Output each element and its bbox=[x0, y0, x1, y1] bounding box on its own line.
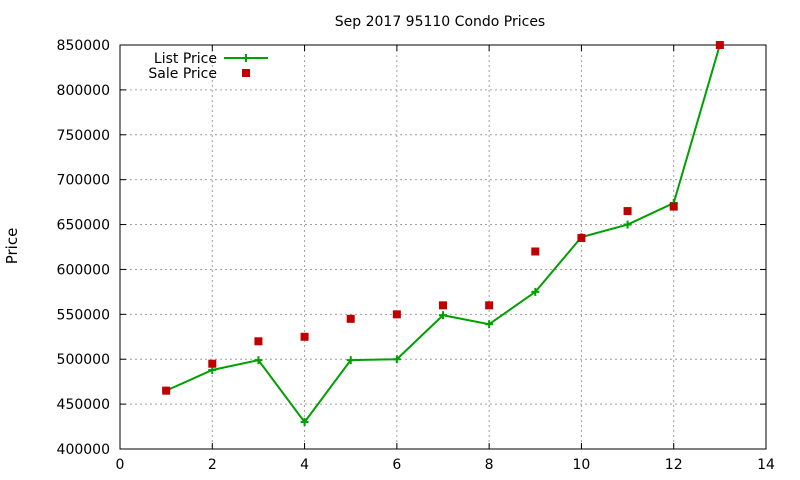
list-price-point bbox=[439, 311, 447, 320]
grid bbox=[120, 45, 766, 449]
x-tick-label: 14 bbox=[757, 457, 775, 473]
y-tick-label: 750000 bbox=[57, 128, 110, 144]
list-price-point bbox=[254, 356, 263, 365]
legend-label: List Price bbox=[154, 51, 217, 67]
sale-price-point bbox=[208, 359, 217, 368]
list-price-point bbox=[531, 287, 540, 296]
y-tick-label: 650000 bbox=[57, 218, 110, 234]
sale-price-point bbox=[346, 314, 355, 323]
sale-price-point bbox=[439, 301, 447, 310]
sale-price-point bbox=[577, 234, 586, 243]
list-price-line bbox=[165, 44, 721, 424]
sale-price-point bbox=[485, 301, 494, 310]
y-tick-label: 600000 bbox=[57, 262, 110, 278]
sale-price-point bbox=[669, 202, 678, 211]
y-axis-label: Price bbox=[3, 228, 21, 265]
y-tick-label: 550000 bbox=[57, 307, 110, 323]
y-tick-label: 850000 bbox=[57, 38, 110, 54]
chart-title: Sep 2017 95110 Condo Prices bbox=[335, 14, 545, 30]
legend-marker bbox=[242, 54, 250, 62]
y-tick-label: 800000 bbox=[57, 83, 110, 99]
sale-price-point bbox=[300, 332, 309, 341]
list-price-point bbox=[485, 320, 494, 329]
x-tick-label: 0 bbox=[116, 457, 125, 473]
x-tick-label: 8 bbox=[485, 457, 494, 473]
list-price-point bbox=[392, 355, 401, 364]
sale-price-point bbox=[392, 310, 401, 319]
y-tick-label: 400000 bbox=[57, 442, 110, 458]
sale-price-point bbox=[623, 207, 632, 216]
sale-price-point bbox=[162, 386, 171, 395]
plot-frame bbox=[119, 44, 767, 450]
series-layer bbox=[162, 41, 724, 427]
x-tick-label: 12 bbox=[665, 457, 683, 473]
y-tick-label: 450000 bbox=[57, 397, 110, 413]
y-tick-label: 700000 bbox=[57, 173, 110, 189]
legend-label: Sale Price bbox=[148, 66, 217, 82]
y-tick-label: 500000 bbox=[57, 352, 110, 368]
x-tick-label: 2 bbox=[208, 457, 217, 473]
sale-price-point bbox=[531, 247, 540, 256]
sale-price-point bbox=[715, 41, 724, 49]
x-tick-label: 4 bbox=[300, 457, 309, 473]
list-price-point bbox=[623, 220, 632, 229]
x-tick-label: 10 bbox=[573, 457, 591, 473]
legend-marker bbox=[242, 69, 250, 77]
sale-price-point bbox=[254, 337, 263, 346]
axes: 400000 450000 500000 550000 600000 650000 7000… bbox=[57, 38, 775, 473]
list-price-point bbox=[300, 418, 309, 427]
x-tick-label: 6 bbox=[392, 457, 401, 473]
list-price-point bbox=[346, 356, 355, 365]
